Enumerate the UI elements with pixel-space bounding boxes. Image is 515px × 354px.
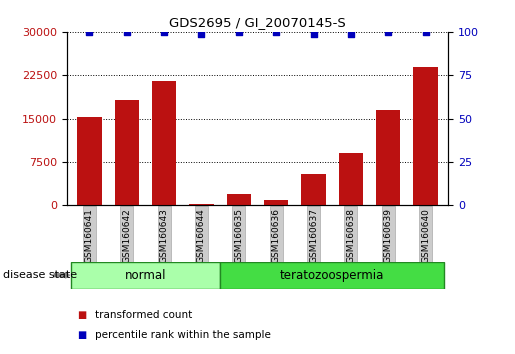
Text: normal: normal bbox=[125, 269, 166, 282]
Title: GDS2695 / GI_20070145-S: GDS2695 / GI_20070145-S bbox=[169, 16, 346, 29]
Point bbox=[123, 29, 131, 35]
Text: disease state: disease state bbox=[3, 270, 77, 280]
Point bbox=[421, 29, 430, 35]
Point bbox=[235, 29, 243, 35]
Point bbox=[347, 31, 355, 36]
Point bbox=[272, 29, 280, 35]
Text: ■: ■ bbox=[77, 330, 87, 339]
Bar bbox=[152, 81, 176, 205]
Bar bbox=[339, 153, 363, 205]
Text: teratozoospermia: teratozoospermia bbox=[280, 269, 384, 282]
Point bbox=[85, 29, 94, 35]
Bar bbox=[220, 262, 444, 289]
Text: ■: ■ bbox=[77, 310, 87, 320]
Text: transformed count: transformed count bbox=[95, 310, 193, 320]
Point bbox=[384, 29, 392, 35]
Bar bbox=[227, 194, 251, 205]
Bar bbox=[114, 100, 139, 205]
Bar bbox=[414, 67, 438, 205]
Bar bbox=[376, 110, 401, 205]
Bar bbox=[301, 173, 325, 205]
Point bbox=[160, 29, 168, 35]
Point bbox=[197, 31, 205, 36]
Bar bbox=[77, 118, 101, 205]
Point bbox=[310, 31, 318, 36]
Bar bbox=[71, 262, 220, 289]
Bar bbox=[190, 204, 214, 205]
Text: percentile rank within the sample: percentile rank within the sample bbox=[95, 330, 271, 339]
Bar bbox=[264, 200, 288, 205]
